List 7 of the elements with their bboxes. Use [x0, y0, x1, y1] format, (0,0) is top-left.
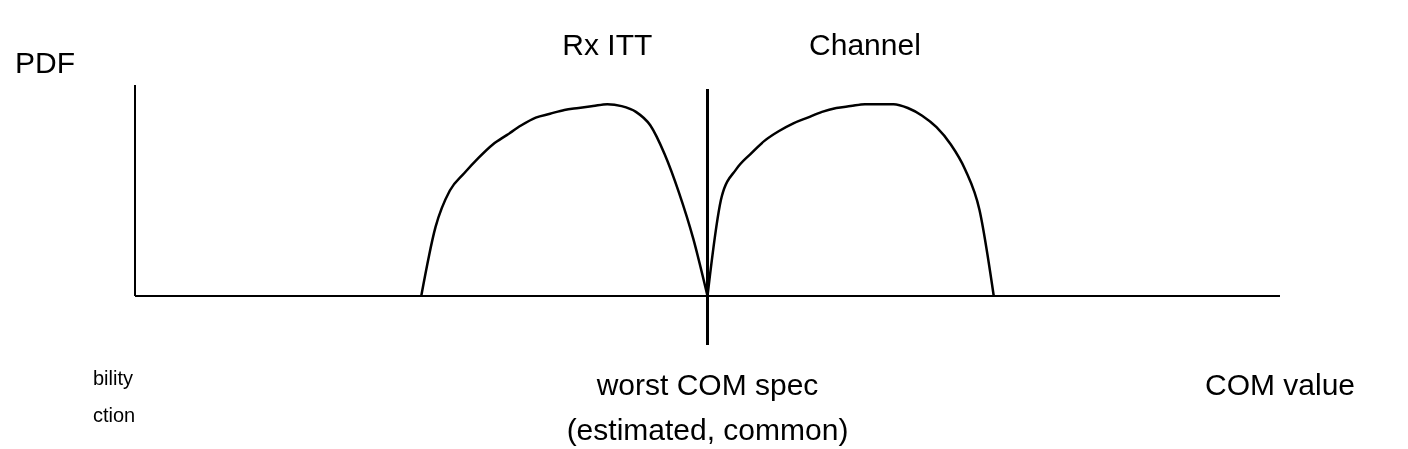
text: ction: [93, 404, 136, 426]
x-axis-title: COM value: [1204, 368, 1356, 401]
text: worst COM spec (estimated, common): [566, 368, 849, 446]
series-label: Rx ITT: [562, 28, 653, 61]
text: bility: [93, 367, 134, 389]
series-label: Channel: [809, 28, 921, 61]
y-axis-title: PDF: [15, 46, 75, 79]
